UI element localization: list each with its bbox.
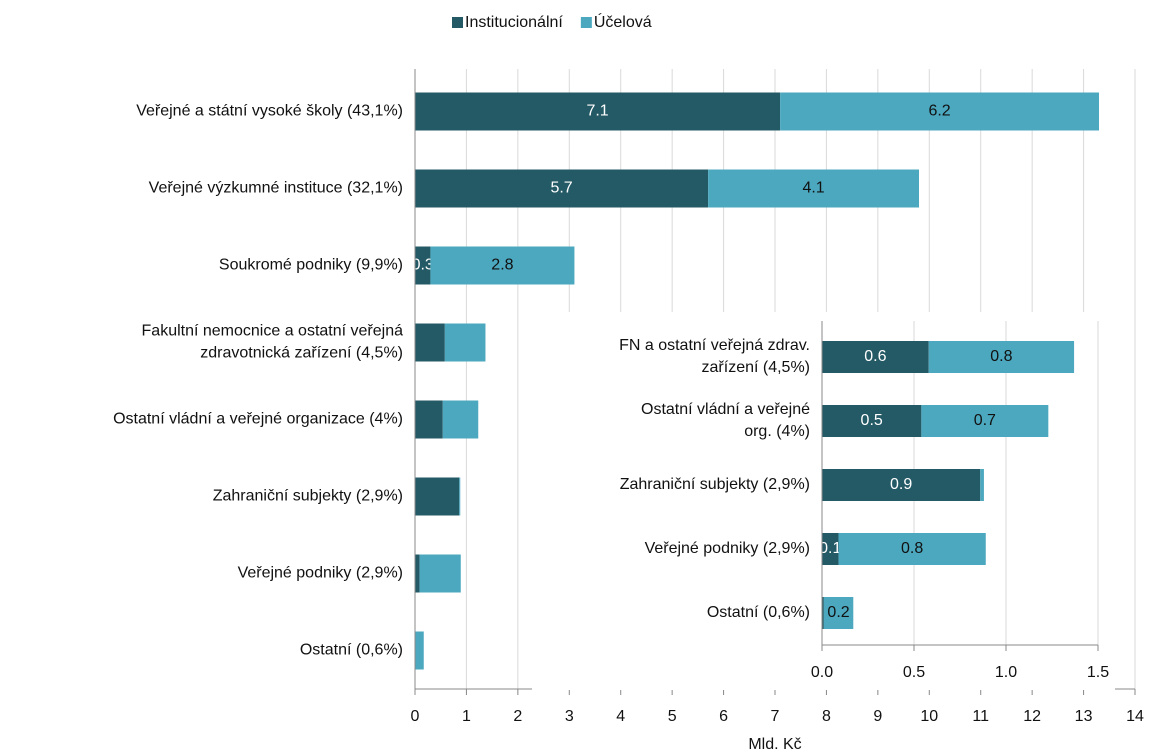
bar-segment <box>415 323 445 362</box>
category-label: Veřejné podniky (2,9%) <box>645 540 810 557</box>
x-tick-label: 12 <box>1023 708 1041 725</box>
x-tick-label: 9 <box>873 708 882 725</box>
value-label: 0.9 <box>890 476 912 493</box>
category-label: Veřejné a státní vysoké školy (43,1%) <box>136 103 403 120</box>
bar-segment <box>838 533 986 565</box>
category-label: Fakultní nemocnice a ostatní veřejná zdra… <box>142 323 404 362</box>
legend-label: Institucionální <box>465 14 563 31</box>
category-label: Veřejné podniky (2,9%) <box>238 565 403 582</box>
category-label-line: Fakultní nemocnice a ostatní veřejná <box>142 323 404 340</box>
legend-label: Účelová <box>594 12 652 31</box>
category-label: Ostatní (0,6%) <box>707 604 810 621</box>
value-label: 5.7 <box>550 180 572 197</box>
category-label-line: Ostatní vládní a veřejné <box>641 401 810 418</box>
category-label: Ostatní (0,6%) <box>300 642 403 659</box>
value-label: 6.2 <box>928 103 950 120</box>
bar-segment <box>415 400 443 439</box>
category-label-line: zdravotnická zařízení (4,5%) <box>200 345 403 362</box>
x-tick-label: 11 <box>972 708 989 725</box>
category-label: Veřejné výzkumné instituce (32,1%) <box>149 180 403 197</box>
x-tick-label: 1.0 <box>995 664 1017 681</box>
value-label: 4.1 <box>802 180 824 197</box>
category-label: Soukromé podniky (9,9%) <box>219 257 403 274</box>
x-tick-label: 13 <box>1075 708 1093 725</box>
value-label: 7.1 <box>586 103 608 120</box>
bar-segment <box>415 246 431 285</box>
bar-segment <box>442 400 479 439</box>
category-label: Ostatní vládní a veřejné org. (4%) <box>641 401 810 440</box>
value-label: 0.7 <box>974 412 996 429</box>
bar-segment <box>780 92 1099 131</box>
bar-segment <box>419 554 461 593</box>
value-label: 2.8 <box>491 257 513 274</box>
bar-segment <box>921 405 1049 437</box>
value-label: 0.1 <box>819 540 841 557</box>
legend-swatch <box>580 17 592 28</box>
value-label: 0.2 <box>827 604 849 621</box>
bar-segment <box>823 597 854 629</box>
value-label: 0.3 <box>412 257 434 274</box>
bar-segment <box>415 92 781 131</box>
category-label: Ostatní vládní a veřejné organizace (4%) <box>113 411 403 428</box>
bar-segment <box>415 477 460 516</box>
bar-segment <box>822 597 824 629</box>
bar-segment <box>928 341 1075 373</box>
x-tick-label: 7 <box>771 708 780 725</box>
x-tick-label: 8 <box>822 708 831 725</box>
bar-segment <box>444 323 486 362</box>
x-tick-label: 2 <box>513 708 522 725</box>
category-label-line: FN a ostatní veřejná zdrav. <box>619 337 810 354</box>
x-tick-label: 6 <box>719 708 728 725</box>
category-label-line: org. (4%) <box>744 423 810 440</box>
value-label: 0.6 <box>864 348 886 365</box>
bar-segment <box>822 533 839 565</box>
value-label: 0.8 <box>901 540 923 557</box>
category-label: Zahraniční subjekty (2,9%) <box>620 476 810 493</box>
x-tick-label: 10 <box>920 708 938 725</box>
x-tick-label: 14 <box>1126 708 1144 725</box>
x-tick-label: 1 <box>462 708 471 725</box>
bar-segment <box>980 469 984 501</box>
legend-swatch <box>452 17 463 28</box>
bar-segment <box>415 169 709 208</box>
x-axis-title: Mld. Kč <box>748 736 801 753</box>
value-label: 0.5 <box>861 412 883 429</box>
bar-segment <box>822 405 922 437</box>
x-tick-label: 0 <box>411 708 420 725</box>
category-label: FN a ostatní veřejná zdrav. zařízení (4,5… <box>619 337 810 376</box>
bar-segment <box>822 469 981 501</box>
bar-segment <box>415 631 424 670</box>
x-tick-label: 3 <box>565 708 574 725</box>
x-tick-label: 0.0 <box>811 664 833 681</box>
bar-segment <box>430 246 575 285</box>
category-label-line: zařízení (4,5%) <box>702 359 810 376</box>
x-tick-label: 5 <box>668 708 677 725</box>
bar-segment <box>415 554 420 593</box>
x-tick-label: 1.5 <box>1087 664 1109 681</box>
x-tick-label: 0.5 <box>903 664 925 681</box>
category-label: Zahraniční subjekty (2,9%) <box>213 488 403 505</box>
bar-segment <box>459 477 461 516</box>
bar-segment <box>822 341 929 373</box>
value-label: 0.8 <box>990 348 1012 365</box>
x-tick-label: 4 <box>616 708 625 725</box>
bar-segment <box>708 169 919 208</box>
